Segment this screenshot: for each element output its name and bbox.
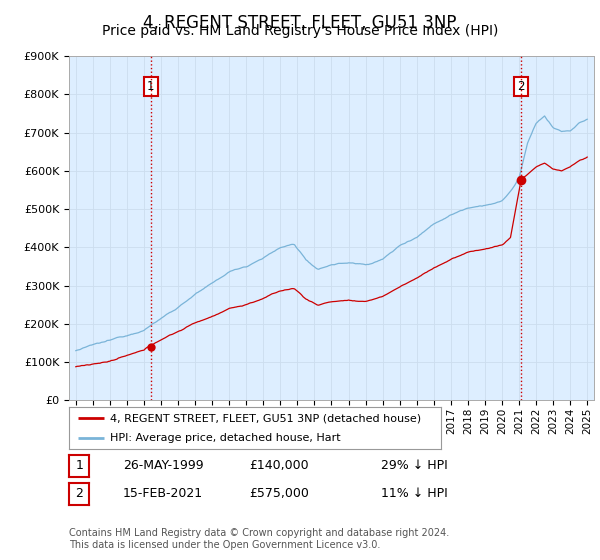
Text: HPI: Average price, detached house, Hart: HPI: Average price, detached house, Hart	[110, 433, 341, 443]
Text: Price paid vs. HM Land Registry's House Price Index (HPI): Price paid vs. HM Land Registry's House …	[102, 24, 498, 38]
Text: 1: 1	[75, 459, 83, 473]
Text: Contains HM Land Registry data © Crown copyright and database right 2024.
This d: Contains HM Land Registry data © Crown c…	[69, 528, 449, 550]
Text: £575,000: £575,000	[249, 487, 309, 501]
Text: £140,000: £140,000	[249, 459, 308, 473]
Text: 2: 2	[517, 80, 525, 93]
Text: 4, REGENT STREET, FLEET, GU51 3NP (detached house): 4, REGENT STREET, FLEET, GU51 3NP (detac…	[110, 413, 421, 423]
Text: 11% ↓ HPI: 11% ↓ HPI	[381, 487, 448, 501]
Text: 4, REGENT STREET, FLEET, GU51 3NP: 4, REGENT STREET, FLEET, GU51 3NP	[143, 14, 457, 32]
Text: 1: 1	[147, 80, 155, 93]
Text: 26-MAY-1999: 26-MAY-1999	[123, 459, 203, 473]
Text: 29% ↓ HPI: 29% ↓ HPI	[381, 459, 448, 473]
Text: 2: 2	[75, 487, 83, 501]
Text: 15-FEB-2021: 15-FEB-2021	[123, 487, 203, 501]
